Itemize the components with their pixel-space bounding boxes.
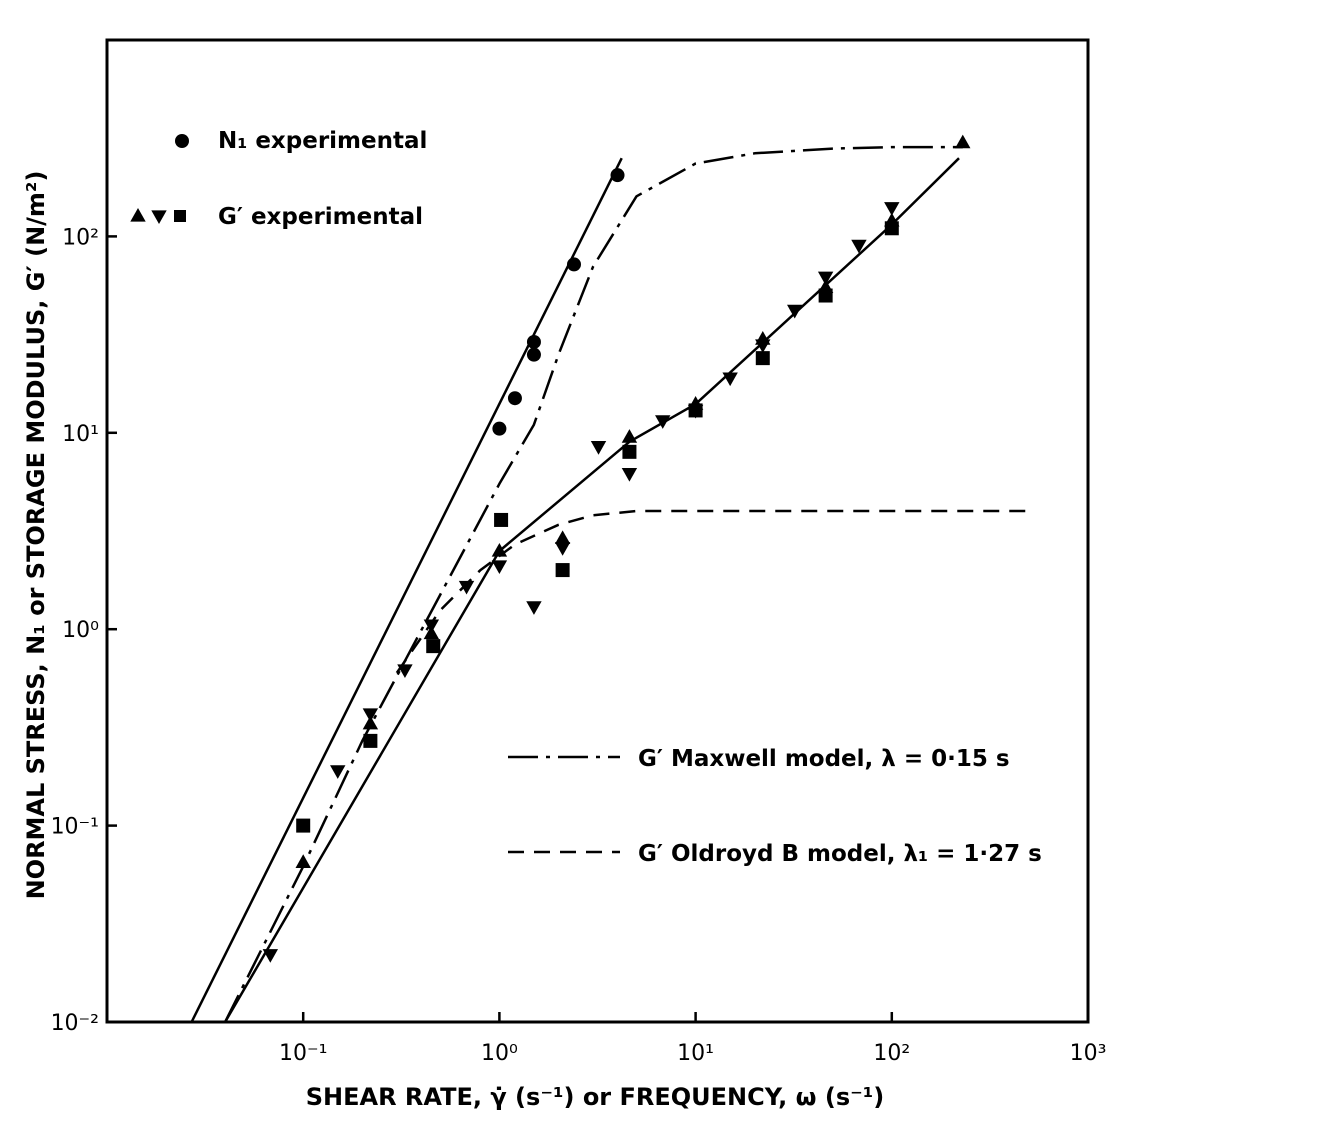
marker-triangle-up (295, 854, 311, 868)
axis-ticks (107, 235, 1090, 1024)
data-markers (262, 134, 971, 963)
y-tick-label: 10¹ (62, 422, 99, 447)
marker-square (818, 288, 833, 303)
marker-triangle-down (362, 708, 379, 723)
line-dash-dot-2 (223, 145, 963, 1023)
line-solid-0 (190, 157, 623, 1023)
x-tick-label: 10¹ (677, 1041, 714, 1066)
marker-square (688, 403, 703, 418)
marker-triangle-up (955, 134, 971, 149)
marker-triangle-down (554, 542, 571, 556)
marker-circle (526, 347, 541, 362)
legend-label-n1: N₁ experimental (218, 128, 427, 154)
marker-triangle-down (787, 304, 803, 319)
legend-marker-triangle-down (151, 210, 167, 225)
line-solid-1 (224, 157, 960, 1023)
marker-triangle-down (851, 239, 867, 254)
marker-triangle-down (423, 619, 440, 634)
marker-circle (526, 334, 541, 349)
legend-label-maxwell: G′ Maxwell model, λ = 0·15 s (638, 746, 1010, 772)
y-axis-label: NORMAL STRESS, N₁ or STORAGE MODULUS, G′… (22, 171, 50, 900)
x-tick-label: 10⁰ (481, 1041, 518, 1066)
legend: N₁ experimental G′ experimental G′ Maxwell… (130, 128, 1042, 867)
marker-square (555, 563, 570, 578)
marker-square (363, 733, 378, 748)
plot-frame (105, 38, 1090, 1024)
marker-circle (610, 168, 625, 183)
marker-triangle-down (491, 560, 508, 574)
y-tick-label: 10² (62, 225, 99, 250)
marker-triangle-down (884, 202, 900, 216)
x-tick-label: 10⁻¹ (279, 1041, 327, 1066)
x-tick-label: 10³ (1070, 1041, 1107, 1066)
marker-triangle-up (554, 530, 571, 544)
y-tick-label: 10⁻² (51, 1011, 99, 1036)
legend-label-oldroyd: G′ Oldroyd B model, λ₁ = 1·27 s (638, 841, 1042, 867)
marker-triangle-down (817, 271, 834, 286)
legend-label-gprime: G′ experimental (218, 204, 423, 230)
y-tick-label: 10⁰ (62, 618, 99, 643)
marker-triangle-down (655, 415, 671, 429)
marker-circle (566, 257, 581, 272)
marker-circle (492, 421, 507, 436)
marker-triangle-down (621, 467, 638, 482)
marker-triangle-down (590, 441, 607, 455)
marker-triangle-up (362, 715, 379, 730)
model-lines (190, 145, 1029, 1023)
x-axis-label: SHEAR RATE, γ̇ (s⁻¹) or FREQUENCY, ω (s⁻… (306, 1083, 885, 1111)
marker-triangle-down (330, 765, 346, 779)
marker-square (884, 221, 899, 236)
marker-triangle-up (621, 429, 638, 443)
marker-triangle-down (262, 949, 279, 963)
marker-triangle-down (526, 601, 542, 615)
legend-marker-circle (175, 134, 189, 148)
marker-square (426, 639, 441, 654)
line-dashed-3 (395, 509, 1029, 674)
marker-triangle-up (491, 542, 508, 557)
marker-circle (507, 391, 522, 406)
marker-square (296, 818, 311, 833)
tick-labels: 10⁻¹ 10⁰ 10¹ 10² 10³ 10⁻² 10⁻¹ 10⁰ 10¹ 10² (51, 225, 1107, 1066)
marker-square (755, 351, 770, 366)
marker-triangle-down (722, 372, 738, 387)
legend-marker-square (174, 210, 186, 222)
marker-square (622, 444, 637, 459)
marker-triangle-down (458, 580, 475, 595)
legend-marker-triangle-up (130, 207, 146, 222)
x-tick-label: 10² (873, 1041, 910, 1066)
marker-triangle-down (755, 339, 771, 354)
plot-area-border (105, 38, 1090, 1024)
y-tick-label: 10⁻¹ (51, 815, 99, 840)
marker-square (494, 512, 509, 527)
marker-triangle-down (397, 664, 413, 679)
